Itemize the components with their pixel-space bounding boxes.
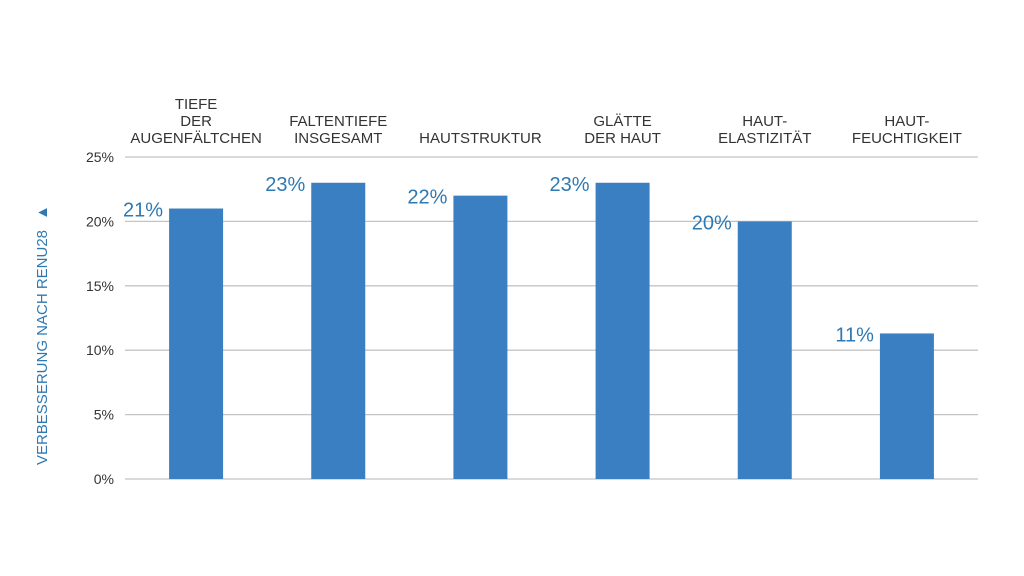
y-axis-arrow-icon: ▲ xyxy=(34,205,51,220)
bars xyxy=(169,182,934,479)
data-label: 23% xyxy=(550,174,590,196)
bar xyxy=(453,195,508,479)
bar xyxy=(737,221,792,479)
bar xyxy=(595,182,650,479)
y-axis-label: VERBESSERUNG NACH RENU28 ▲ xyxy=(34,205,51,465)
data-label: 20% xyxy=(692,212,732,234)
y-tick-labels: 0% 5% 10% 15% 20% 25% xyxy=(86,149,114,487)
y-tick-label: 20% xyxy=(86,213,114,229)
y-tick-label: 15% xyxy=(86,278,114,294)
category-label: HAUT-FEUCHTIGKEIT xyxy=(852,113,962,147)
bar xyxy=(169,208,224,479)
y-axis-label-text: VERBESSERUNG NACH RENU28 xyxy=(34,230,51,465)
data-label: 23% xyxy=(265,174,305,196)
data-label: 22% xyxy=(407,187,447,209)
y-tick-label: 0% xyxy=(94,471,114,487)
data-label: 11% xyxy=(835,324,874,346)
category-label: TIEFE DER AUGENFÄLTCHEN xyxy=(130,96,261,147)
category-label: HAUT-ELASTIZITÄT xyxy=(718,113,811,147)
category-label: GLÄTTE DER HAUT xyxy=(584,113,661,147)
bar xyxy=(311,182,366,479)
category-labels: TIEFE DER AUGENFÄLTCHEN FALTENTIEFE INSGESAM… xyxy=(130,96,962,147)
y-tick-label: 25% xyxy=(86,149,114,165)
y-tick-label: 10% xyxy=(86,342,114,358)
data-labels: 21% 23% 22% 23% 20% 11% xyxy=(123,174,874,347)
category-label: HAUTSTRUKTUR xyxy=(419,130,542,147)
y-tick-label: 5% xyxy=(94,407,114,423)
category-label: FALTENTIEFE INSGESAMT xyxy=(289,113,387,147)
gridlines xyxy=(125,156,978,480)
bar xyxy=(879,333,934,479)
data-label: 21% xyxy=(123,200,163,222)
